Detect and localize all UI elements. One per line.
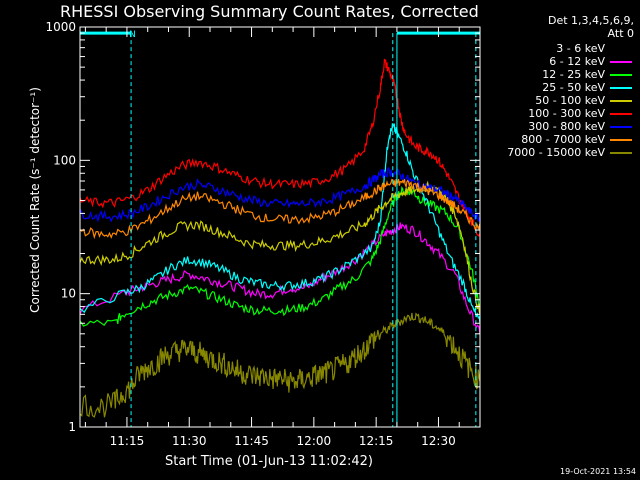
legend-label: 50 - 100 keV [535, 94, 605, 107]
legend-swatch [610, 138, 632, 141]
y-tick-label-0: 1 [68, 420, 76, 434]
x-axis-label: Start Time (01-Jun-13 11:02:42) [165, 454, 373, 469]
legend-label: 7000 - 15000 keV [507, 146, 605, 159]
chart-title: RHESSI Observing Summary Count Rates, Co… [60, 2, 479, 21]
legend-label: 12 - 25 keV [542, 68, 605, 81]
legend-item-2: 12 - 25 keV [507, 68, 632, 81]
series-line-3 [79, 122, 481, 324]
legend-label: 25 - 50 keV [542, 81, 605, 94]
legend-item-1: 6 - 12 keV [507, 55, 632, 68]
legend-item-7: 800 - 7000 keV [507, 133, 632, 146]
x-tick-label-3: 12:00 [297, 434, 332, 448]
series-line-5 [79, 58, 481, 237]
series-line-6 [79, 167, 481, 223]
legend-label: 300 - 800 keV [528, 120, 605, 133]
series-line-7 [79, 178, 481, 240]
legend-item-5: 100 - 300 keV [507, 107, 632, 120]
legend-label: 6 - 12 keV [549, 55, 605, 68]
series-line-0 [79, 268, 481, 392]
legend-label: 800 - 7000 keV [521, 133, 605, 146]
series-line-2 [79, 185, 481, 327]
legend-swatch [610, 73, 632, 76]
legend-label: 3 - 6 keV [556, 42, 605, 55]
attenuator-state: Att 0 [607, 27, 634, 40]
series-line-8 [79, 312, 481, 418]
legend-swatch [610, 112, 632, 115]
detector-info: Det 1,3,4,5,6,9, Att 0 [548, 14, 634, 40]
legend-label: 100 - 300 keV [528, 107, 605, 120]
saa-bar-label: N [129, 30, 136, 40]
y-tick-label-2: 100 [53, 153, 76, 167]
detector-list: Det 1,3,4,5,6,9, [547, 14, 634, 27]
x-tick-label-4: 12:15 [359, 434, 394, 448]
timestamp: 19-Oct-2021 13:54 [560, 467, 636, 476]
legend-item-3: 25 - 50 keV [507, 81, 632, 94]
x-tick-label-0: 11:15 [110, 434, 145, 448]
x-tick-label-2: 11:45 [234, 434, 269, 448]
y-tick-label-3: 1000 [45, 20, 76, 34]
legend-item-4: 50 - 100 keV [507, 94, 632, 107]
legend-swatch [610, 60, 632, 63]
y-axis-label: Corrected Count Rate (s⁻¹ detector⁻¹) [28, 87, 42, 313]
legend-swatch [610, 47, 632, 50]
legend-swatch [610, 99, 632, 102]
legend: 3 - 6 keV 6 - 12 keV 12 - 25 keV 25 - 50 ke… [507, 42, 632, 159]
y-tick-label-1: 10 [61, 287, 76, 301]
legend-swatch [610, 125, 632, 128]
series-line-1 [79, 222, 481, 334]
x-tick-label-1: 11:30 [172, 434, 207, 448]
legend-item-8: 7000 - 15000 keV [507, 146, 632, 159]
legend-swatch [610, 86, 632, 89]
legend-swatch [610, 151, 632, 154]
x-tick-label-5: 12:30 [421, 434, 456, 448]
plot-frame [79, 26, 481, 428]
legend-item-6: 300 - 800 keV [507, 120, 632, 133]
legend-item-0: 3 - 6 keV [507, 42, 632, 55]
